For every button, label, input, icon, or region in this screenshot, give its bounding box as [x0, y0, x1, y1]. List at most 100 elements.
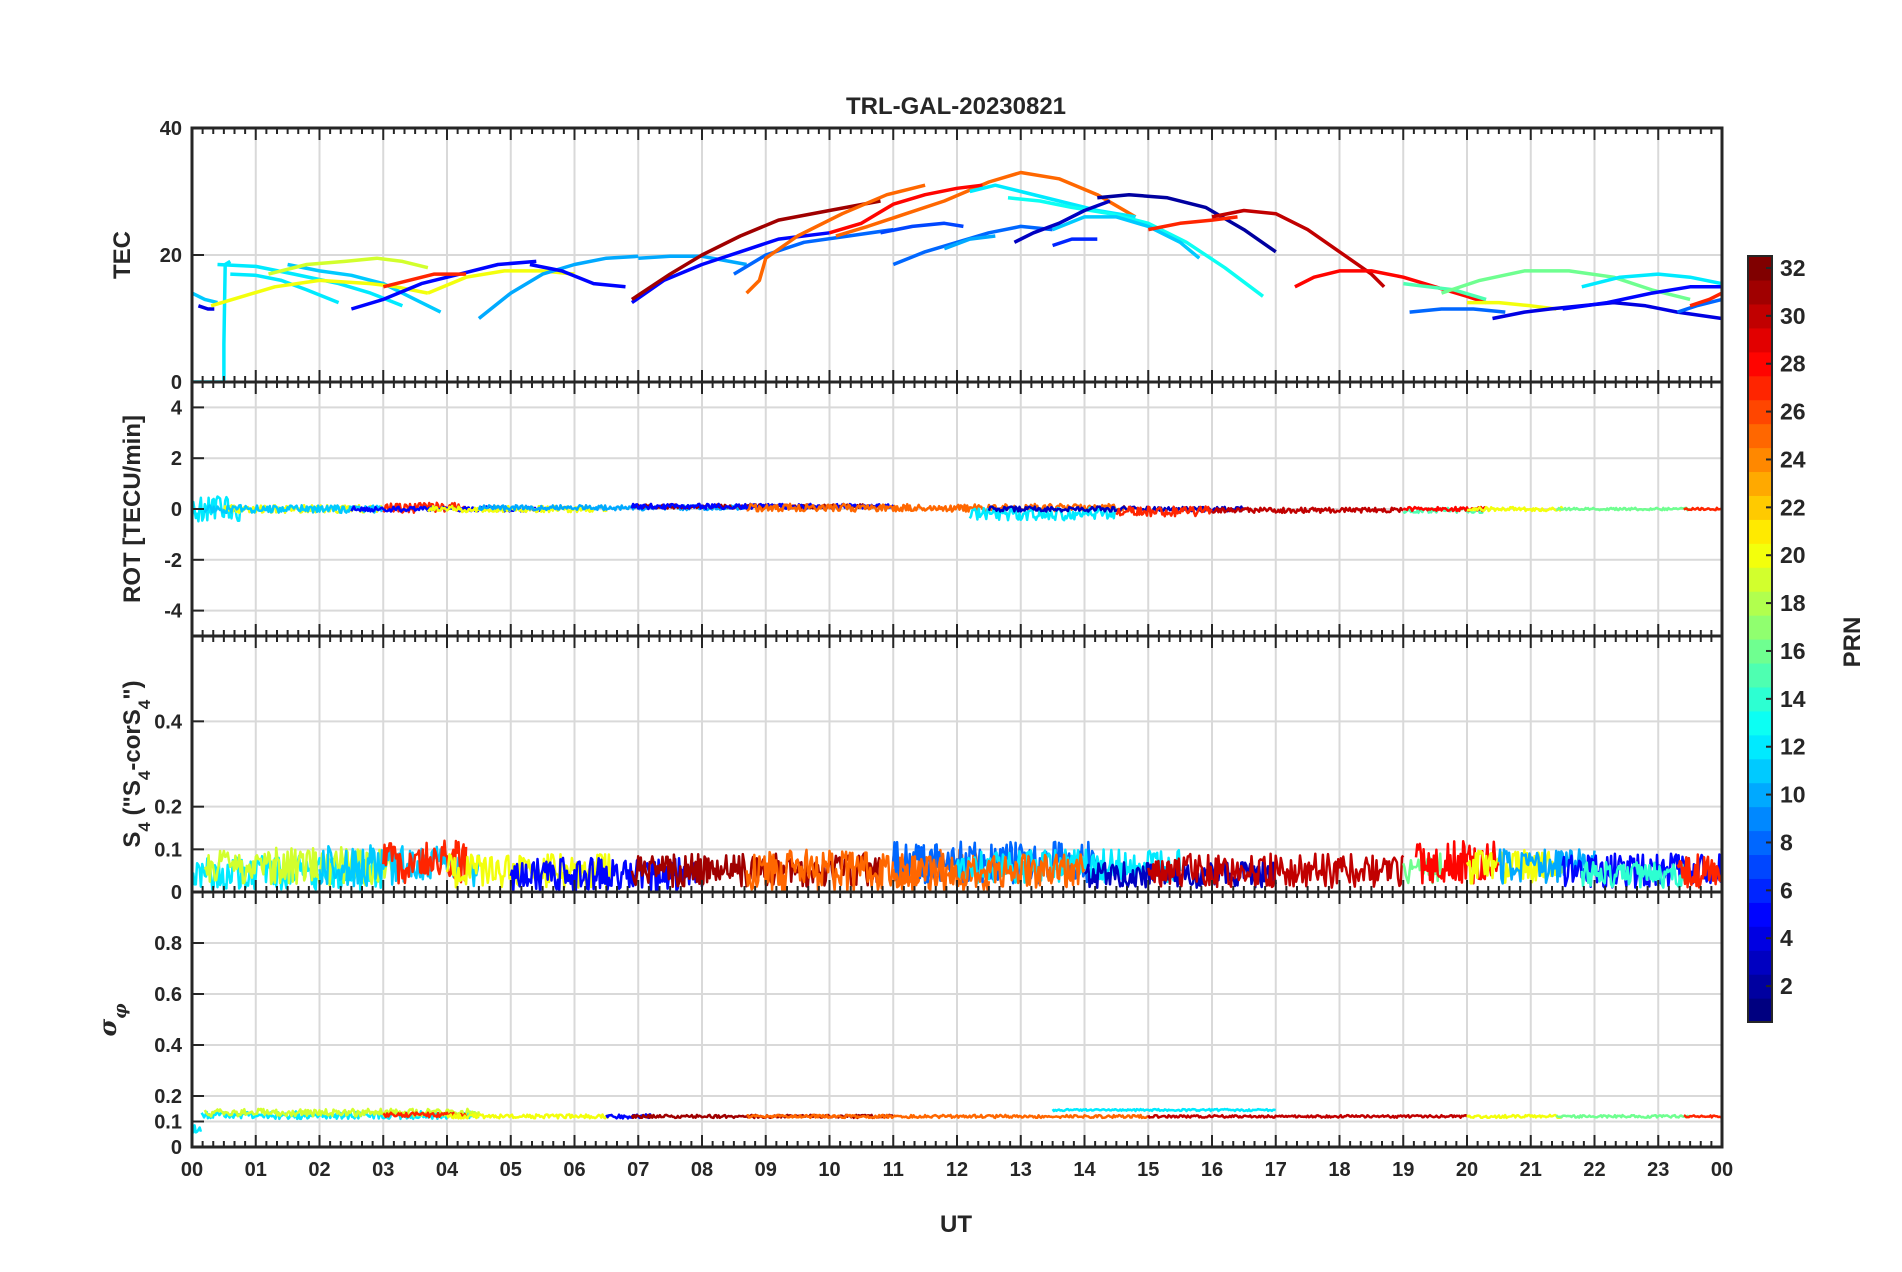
x-tick-label: 03: [372, 1159, 394, 1181]
tec-series-prn-6: [1052, 237, 1098, 248]
x-tick-label: 19: [1392, 1159, 1414, 1181]
colorbar-tick-label: 12: [1780, 734, 1806, 760]
colorbar-tick-label: 20: [1780, 542, 1806, 568]
tec-series-prn-11: [192, 291, 218, 305]
y-tick-label: 0: [171, 1137, 182, 1159]
colorbar-tick-label: 32: [1780, 255, 1806, 281]
y-tick-label: 0.1: [154, 1112, 182, 1134]
colorbar-tick-label: 2: [1780, 973, 1793, 999]
tec-series-prn-28: [1294, 269, 1487, 305]
colorbar-tick-label: 30: [1780, 303, 1806, 329]
colorbar-swatch: [1748, 567, 1772, 592]
colorbar-tick-label: 28: [1780, 351, 1806, 377]
tec-series-prn-27: [1147, 215, 1238, 232]
tec-series-prn-3: [1013, 199, 1111, 244]
colorbar-tick-label: 8: [1780, 829, 1793, 855]
colorbar-tick-label: 16: [1780, 638, 1806, 664]
x-tick-label: 00: [181, 1159, 203, 1181]
series-prn-12: [192, 1124, 203, 1134]
y-axis-label: ROT [TECU/min]: [119, 415, 146, 603]
colorbar-tick-label: 4: [1780, 925, 1793, 951]
data-layer: [192, 495, 1722, 523]
tec-series-prn-30: [1211, 208, 1386, 289]
x-tick-label: 06: [563, 1159, 585, 1181]
series-prn-28: [1414, 840, 1501, 885]
x-tick-label: 10: [818, 1159, 840, 1181]
x-tick-label: 22: [1583, 1159, 1605, 1181]
series-prn-20: [1466, 1113, 1564, 1120]
colorbar-swatch: [1748, 950, 1772, 975]
x-tick-label: 02: [308, 1159, 330, 1181]
colorbar-swatch: [1748, 423, 1772, 449]
colorbar-swatch: [1748, 327, 1772, 353]
tec-series-prn-10: [943, 234, 996, 251]
x-tick-label: 18: [1328, 1159, 1350, 1181]
colorbar-tick-label: 10: [1780, 782, 1806, 808]
series-prn-31: [630, 852, 882, 889]
y-axis-label: TEC: [109, 231, 136, 279]
y-tick-label: 4: [171, 397, 183, 419]
x-tick-label: 09: [755, 1159, 777, 1181]
x-tick-label: 13: [1010, 1159, 1032, 1181]
tec-series-prn-8: [1409, 307, 1506, 314]
y-tick-label: 0.2: [154, 1086, 182, 1108]
y-tick-label: 0.6: [154, 984, 182, 1006]
series-prn-27: [1115, 505, 1213, 518]
x-tick-label: 00: [1711, 1159, 1733, 1181]
tec-series-prn-11: [1051, 215, 1201, 260]
y-tick-label: 0: [171, 882, 182, 904]
colorbar-tick-label: 6: [1780, 877, 1793, 903]
x-tick-label: 07: [627, 1159, 649, 1181]
tec-series-prn-5: [630, 231, 830, 305]
x-tick-label: 12: [946, 1159, 968, 1181]
colorbar-tick-label: 14: [1780, 686, 1806, 712]
tec-series-prn-20: [210, 278, 429, 308]
colorbar-swatch: [1748, 758, 1772, 784]
colorbar-tick-label: 24: [1780, 446, 1806, 472]
y-tick-label: 0.8: [154, 933, 182, 955]
series-prn-14: [1580, 860, 1692, 889]
tec-series-prn-12: [1581, 272, 1722, 289]
panel-3: 0 0.1 0.2 0.4S4 ("S4-corS4"): [119, 634, 1724, 904]
tec-series-prn-27: [382, 272, 467, 289]
series-prn-25: [746, 1113, 1149, 1120]
series-prn-19: [203, 1107, 481, 1118]
colorbar-tick-label: 26: [1780, 399, 1806, 425]
series-prn-20: [1466, 505, 1564, 513]
series-prn-27: [382, 839, 468, 885]
y-tick-label: -4: [164, 601, 183, 623]
x-tick-label: 01: [245, 1159, 267, 1181]
colorbar-swatch: [1748, 662, 1772, 688]
y-tick-label: 0.2: [154, 797, 182, 819]
y-tick-label: 0: [171, 372, 182, 394]
tec-series-prn-16: [1440, 269, 1691, 302]
series-prn-16: [1556, 506, 1691, 512]
colorbar-swatch: [1748, 710, 1772, 736]
tec-series-prn-13: [1007, 196, 1265, 298]
tec-series-prn-5: [1562, 285, 1722, 311]
series-prn-30: [1147, 1113, 1468, 1119]
x-tick-label: 21: [1520, 1159, 1542, 1181]
colorbar-swatch: [1748, 902, 1772, 927]
colorbar-tick-label: 18: [1780, 590, 1806, 616]
x-axis-label: UT: [940, 1211, 972, 1238]
y-tick-label: 0.4: [154, 1035, 183, 1057]
series-prn-27: [1683, 506, 1722, 512]
tec-series-prn-7: [880, 221, 964, 235]
series-prn-30: [1147, 852, 1405, 889]
y-axis-label: S4 ("S4-corS4"): [119, 680, 154, 847]
tec-series-prn-5: [529, 262, 626, 289]
series-prn-30: [1211, 506, 1404, 515]
series-prn-25: [745, 848, 991, 892]
y-tick-label: -2: [164, 550, 182, 572]
tec-series-prn-12: [230, 272, 340, 305]
tec-series-prn-8: [733, 227, 894, 276]
colorbar-tick-label: 22: [1780, 494, 1806, 520]
tec-series-prn-25: [835, 170, 1137, 238]
x-tick-label: 23: [1647, 1159, 1669, 1181]
series-prn-20: [1465, 848, 1564, 885]
tec-series-prn-10: [638, 254, 747, 267]
tec-series-prn-8: [1676, 297, 1722, 314]
x-tick-label: 16: [1201, 1159, 1223, 1181]
